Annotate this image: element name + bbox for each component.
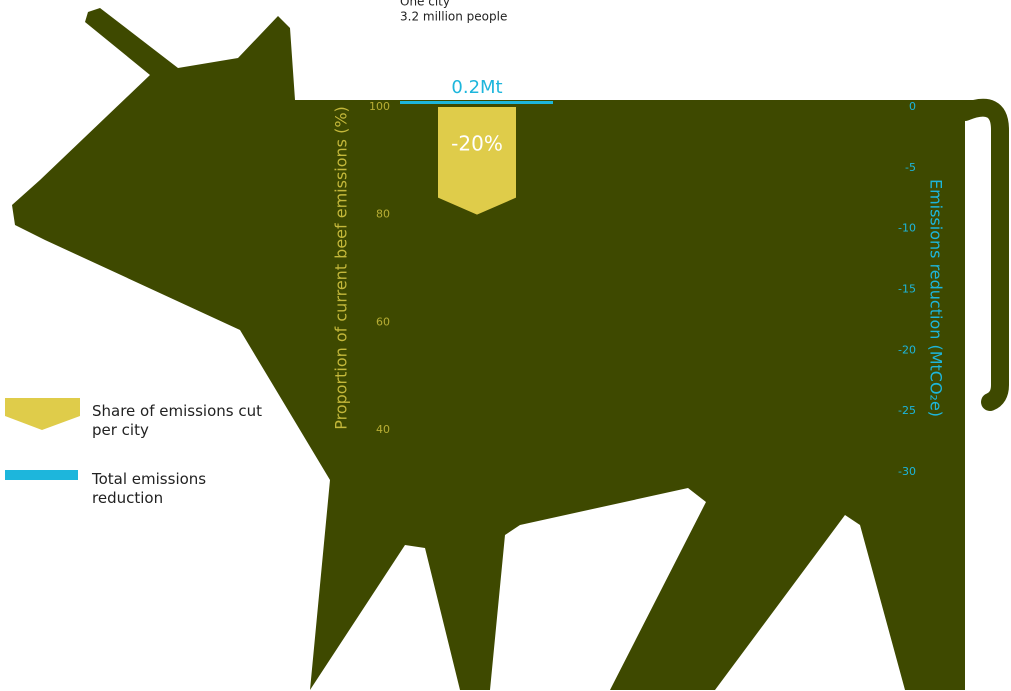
- y2-tick-label: -10: [898, 222, 916, 235]
- legend-label: Share of emissions cut per city: [92, 402, 262, 439]
- value-label: -20%: [451, 132, 503, 156]
- cow-silhouette: [12, 8, 985, 690]
- y2-tick-label: -15: [898, 283, 916, 296]
- annotation: 3.2 million people: [400, 10, 507, 24]
- legend-swatch: [5, 398, 80, 430]
- y2-tick-label: 0: [909, 100, 916, 113]
- value-label: 0.2Mt: [451, 77, 502, 98]
- category-label: One city: [400, 0, 450, 9]
- y-tick-label: 100: [369, 100, 390, 113]
- y2-tick-label: -30: [898, 465, 916, 478]
- share-arrow-bar: [438, 107, 516, 215]
- y-axis-title: Proportion of current beef emissions (%): [332, 106, 351, 430]
- y2-tick-label: -25: [898, 404, 916, 417]
- y2-tick-label: -5: [905, 161, 916, 174]
- y-tick-label: 80: [376, 208, 390, 221]
- cow-tail: [956, 98, 1009, 411]
- y2-axis-title: Emissions reduction (MtCO₂e): [927, 179, 946, 417]
- y2-tick-label: -20: [898, 343, 916, 356]
- legend-swatch: [5, 470, 78, 480]
- y-tick-label: 60: [376, 315, 390, 328]
- y-tick-label: 40: [376, 423, 390, 436]
- reduction-bar: [400, 101, 553, 104]
- legend-label: Total emissions reduction: [92, 470, 207, 507]
